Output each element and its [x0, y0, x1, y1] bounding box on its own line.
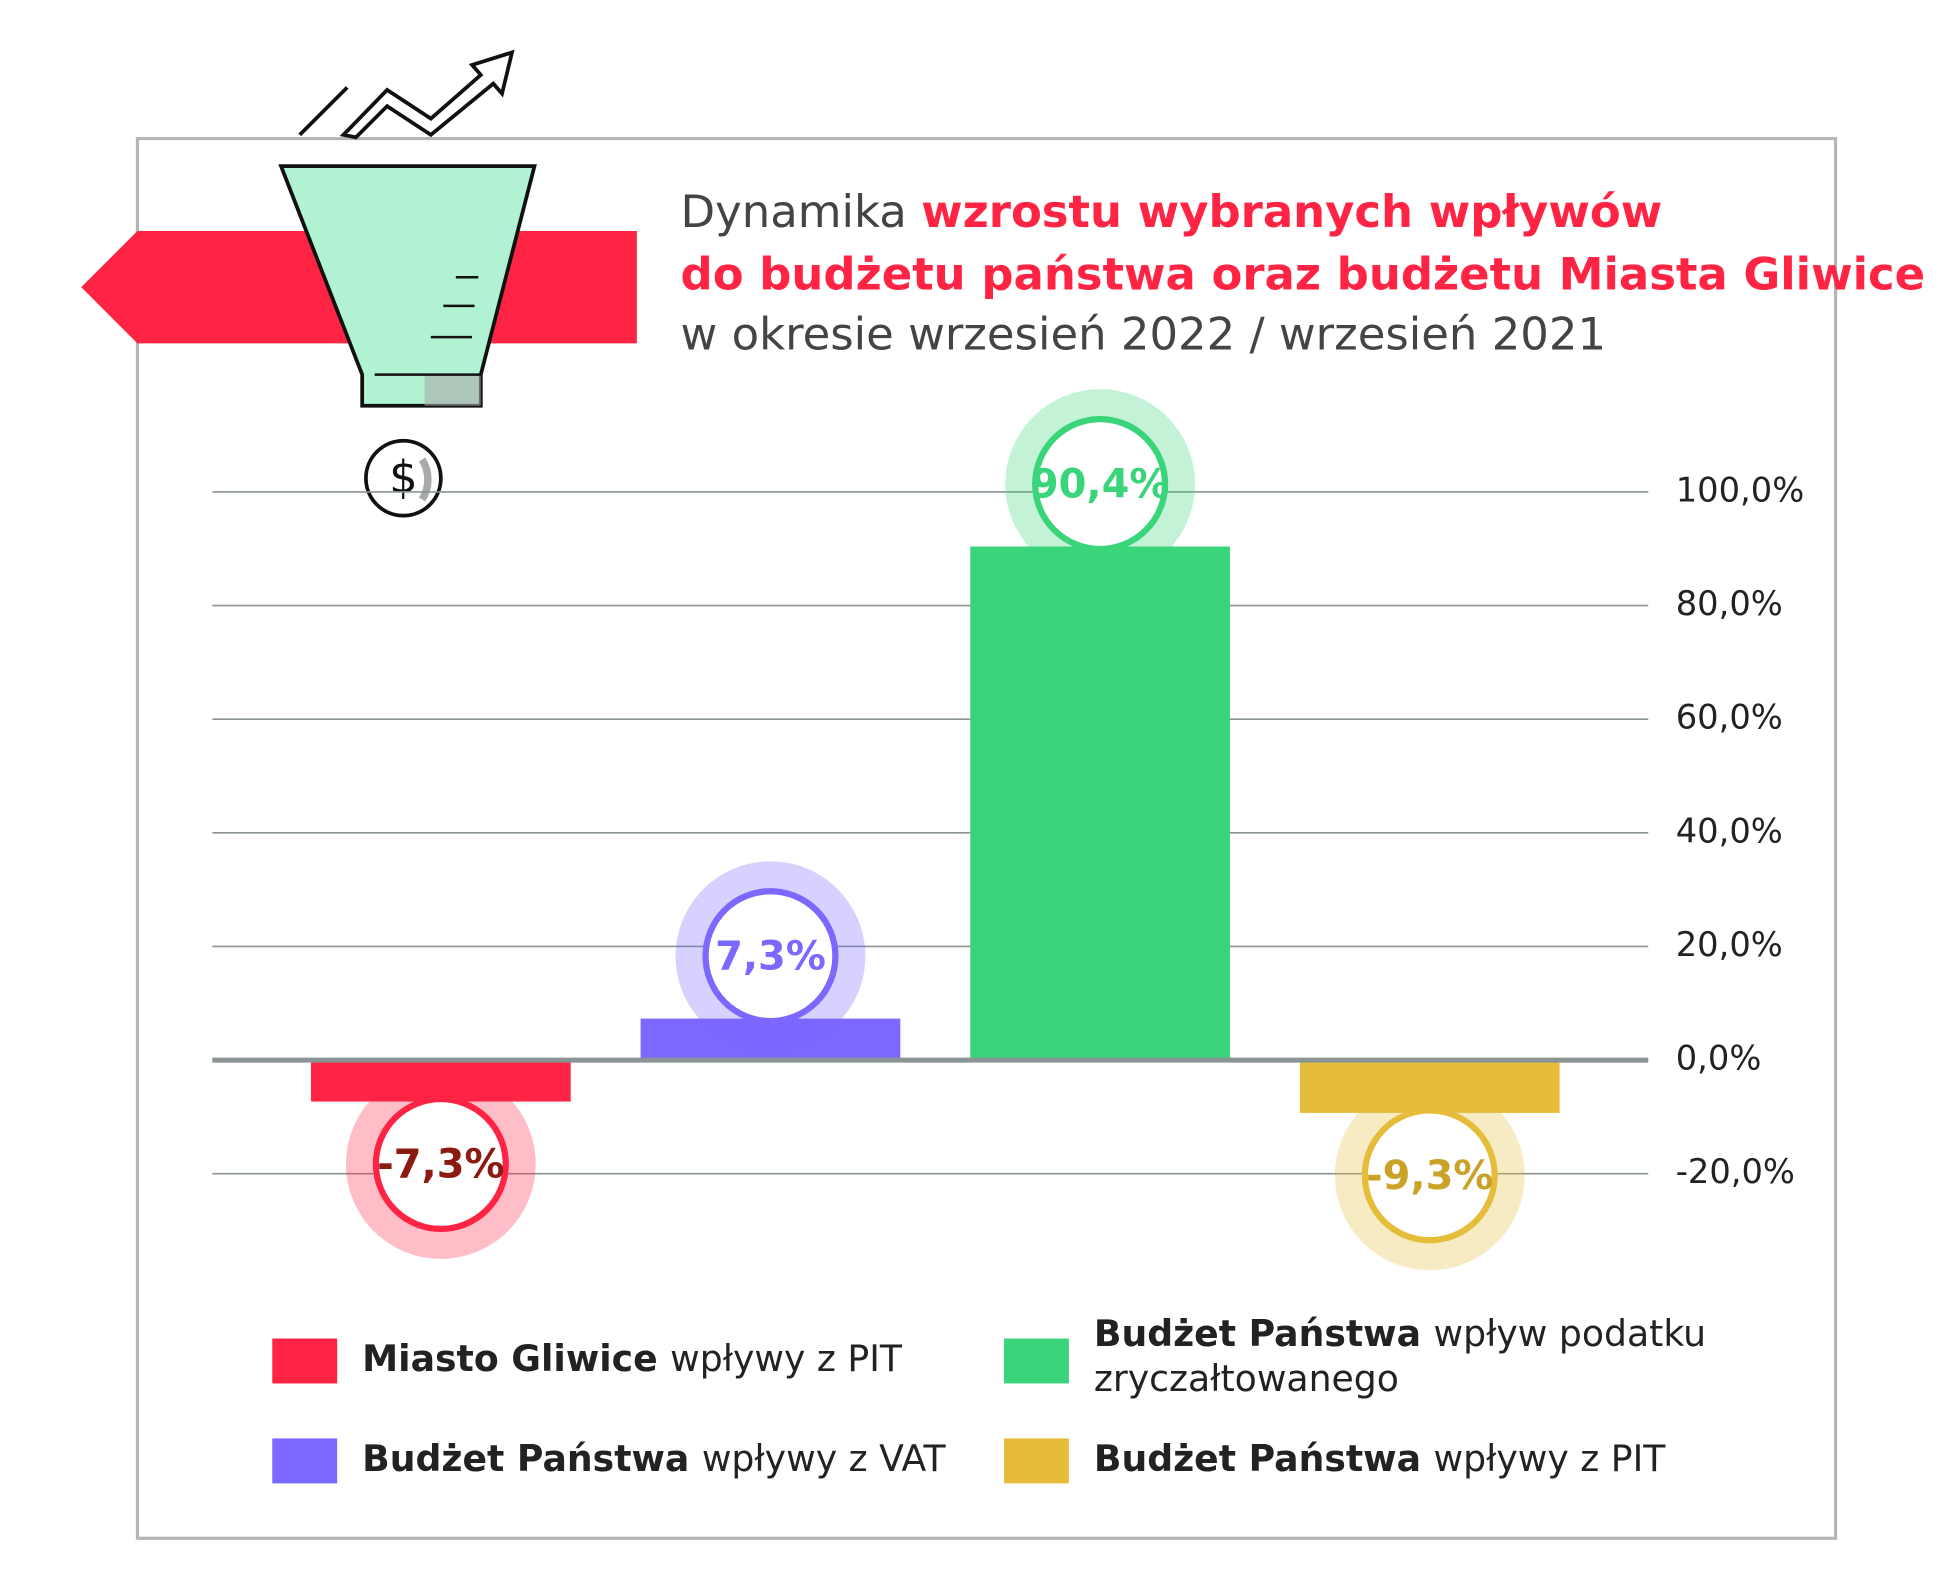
- icon: $: [81, 49, 637, 518]
- y-tick-label: 80,0%: [1676, 584, 1783, 623]
- legend-text: wpływy z PIT: [670, 1337, 903, 1380]
- title-tail: w okresie wrzesień 2022 / wrzesień 2021: [681, 308, 1607, 361]
- legend-bold: Miasto Gliwice: [362, 1337, 657, 1380]
- legend-bold: Budżet Państwa: [1094, 1437, 1421, 1480]
- title-lead: Dynamika: [681, 185, 907, 238]
- y-tick-label: 100,0%: [1676, 470, 1805, 509]
- legend-swatch: [1003, 1438, 1069, 1484]
- legend-text: wpływy z VAT: [702, 1437, 947, 1480]
- legend-text: wpływ podatku: [1434, 1312, 1707, 1355]
- value-badge: [702, 888, 839, 1025]
- bar: [310, 1060, 571, 1102]
- value-badge: [1032, 416, 1169, 553]
- value-label: -7,3%: [377, 1141, 504, 1187]
- y-tick-label: -20,0%: [1676, 1152, 1795, 1191]
- legend-bold: Budżet Państwa: [1094, 1312, 1421, 1355]
- legend-label: Budżet Państwa wpływy z VAT: [362, 1437, 946, 1480]
- y-tick-label: 0,0%: [1676, 1039, 1762, 1078]
- title-highlight: wzrostu wybranych wpływów: [921, 185, 1662, 238]
- value-label: -9,3%: [1366, 1153, 1493, 1199]
- chart-title: Dynamika wzrostu wybranych wpływów: [681, 185, 1663, 238]
- bar: [640, 1018, 901, 1061]
- title-highlight: do budżetu państwa oraz budżetu Miasta G…: [681, 248, 1926, 301]
- legend-bold: Budżet Państwa: [362, 1437, 689, 1480]
- frame: [135, 137, 1838, 1540]
- y-tick-label: 40,0%: [1676, 811, 1783, 850]
- legend-label: Budżet Państwa wpływy z PIT: [1094, 1437, 1666, 1480]
- legend-swatch: [1003, 1338, 1069, 1384]
- value-badge: [372, 1095, 509, 1233]
- bar: [1299, 1060, 1560, 1113]
- bar: [970, 546, 1230, 1061]
- legend-text: wpływy z PIT: [1434, 1437, 1667, 1480]
- y-tick-label: 20,0%: [1676, 925, 1783, 964]
- legend-label: Budżet Państwa wpływ podatku: [1094, 1312, 1706, 1355]
- legend-label: Miasto Gliwice wpływy z PIT: [362, 1337, 903, 1380]
- y-tick-label: 60,0%: [1676, 698, 1783, 737]
- legend-label-cont: zryczałtowanego: [1094, 1357, 1399, 1400]
- value-label: 90,4%: [1031, 462, 1170, 508]
- value-badge: [1361, 1107, 1498, 1244]
- svg-text:$: $: [389, 451, 418, 504]
- legend-swatch: [272, 1338, 338, 1384]
- value-label: 7,3%: [715, 934, 826, 980]
- legend-swatch: [272, 1438, 338, 1484]
